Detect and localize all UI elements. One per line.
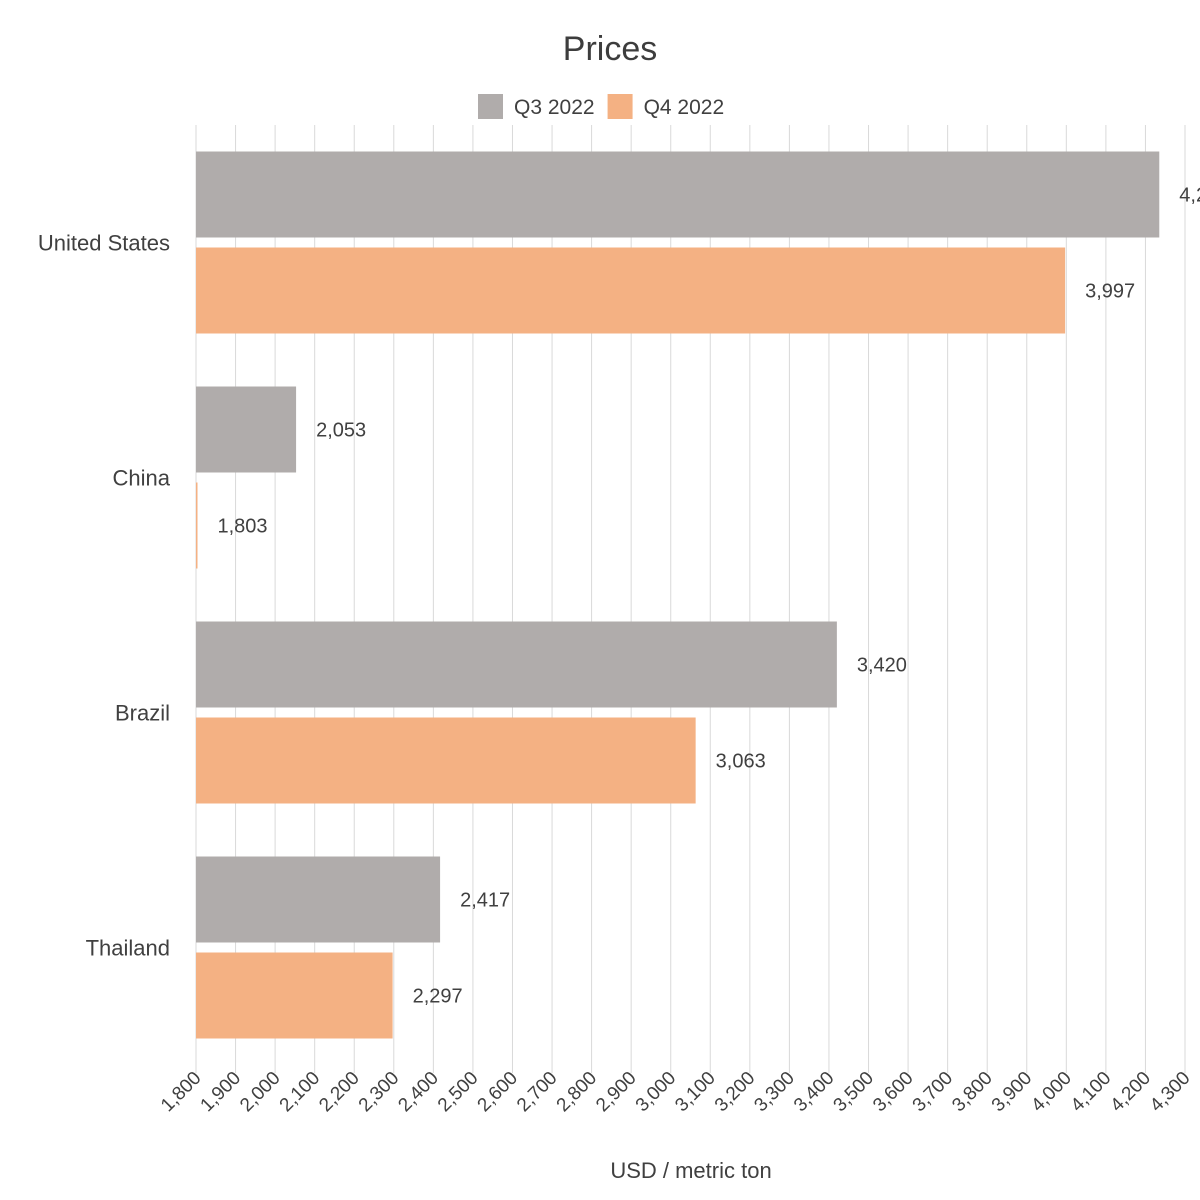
x-tick-label: 3,500 (830, 1068, 878, 1116)
x-tick-label: 3,200 (711, 1068, 759, 1116)
chart-title: Prices (563, 30, 657, 68)
x-tick-label: 2,400 (394, 1068, 442, 1116)
x-tick-label: 3,400 (790, 1068, 838, 1116)
x-tick-label: 4,200 (1107, 1068, 1155, 1116)
data-label: 2,417 (460, 890, 510, 912)
data-label: 3,997 (1085, 281, 1135, 303)
category-label: China (113, 466, 171, 491)
legend-label: Q3 2022 (514, 96, 595, 119)
data-label: 2,297 (413, 986, 463, 1008)
x-tick-label: 1,900 (197, 1068, 245, 1116)
bar-united-states-q3-2022 (196, 151, 1160, 238)
legend-label: Q4 2022 (644, 96, 725, 119)
category-label: Brazil (115, 701, 170, 726)
x-tick-label: 2,100 (276, 1068, 324, 1116)
x-axis-title: USD / metric ton (610, 1158, 771, 1183)
data-label: 3,063 (716, 751, 766, 773)
x-tick-label: 3,700 (909, 1068, 957, 1116)
bar-thailand-q3-2022 (196, 856, 441, 943)
x-tick-label: 4,300 (1146, 1068, 1194, 1116)
category-labels: United States China Brazil Thailand (38, 231, 171, 961)
bar-brazil-q4-2022 (196, 717, 696, 804)
legend-swatch (607, 94, 633, 119)
x-tick-label: 3,000 (632, 1068, 680, 1116)
data-label: 4,235 (1179, 185, 1200, 207)
bar-china-q4-2022 (196, 482, 198, 569)
x-tick-label: 2,200 (315, 1068, 363, 1116)
data-labels: 4,235 3,997 2,053 1,803 3,420 3,063 2,417 2,297 (218, 185, 1200, 1008)
x-tick-label: 4,000 (1027, 1068, 1075, 1116)
x-tick-label: 3,100 (671, 1068, 719, 1116)
x-tick-label: 4,100 (1067, 1068, 1115, 1116)
x-tick-label: 1,800 (157, 1068, 205, 1116)
legend-swatch (478, 94, 503, 119)
data-label: 3,420 (857, 655, 907, 677)
x-tick-label: 2,800 (553, 1068, 601, 1116)
x-tick-label: 2,600 (474, 1068, 522, 1116)
bar-united-states-q4-2022 (196, 247, 1066, 334)
x-tick-label: 2,500 (434, 1068, 482, 1116)
data-label: 2,053 (316, 420, 366, 442)
x-tick-label: 2,700 (513, 1068, 561, 1116)
x-tick-label: 2,900 (592, 1068, 640, 1116)
category-label: Thailand (86, 936, 170, 961)
bar-brazil-q3-2022 (196, 621, 837, 708)
x-tick-label: 3,600 (869, 1068, 917, 1116)
bar-thailand-q4-2022 (196, 952, 393, 1039)
data-label: 1,803 (218, 516, 268, 538)
category-label: United States (38, 231, 170, 256)
x-tick-label: 2,000 (236, 1068, 284, 1116)
x-tick-labels: 1,8001,9002,0002,1002,2002,3002,4002,500… (157, 1068, 1194, 1116)
legend: Q3 2022 Q4 2022 (478, 94, 724, 119)
x-tick-label: 2,300 (355, 1068, 403, 1116)
x-tick-label: 3,900 (988, 1068, 1036, 1116)
bar-china-q3-2022 (196, 386, 297, 473)
x-tick-label: 3,800 (948, 1068, 996, 1116)
bars (196, 151, 1160, 1039)
x-tick-label: 3,300 (750, 1068, 798, 1116)
